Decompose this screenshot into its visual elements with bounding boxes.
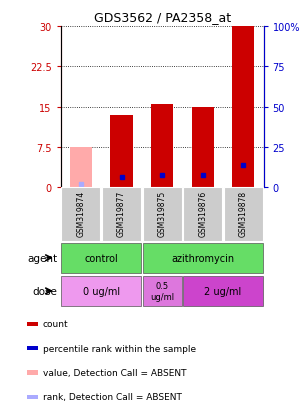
Bar	[183, 188, 222, 242]
Bar	[183, 276, 263, 306]
Bar	[224, 188, 263, 242]
Title: GDS3562 / PA2358_at: GDS3562 / PA2358_at	[94, 11, 231, 24]
Text: GSM319874: GSM319874	[76, 190, 85, 237]
Text: dose: dose	[33, 286, 58, 296]
Bar	[27, 370, 38, 375]
Text: control: control	[84, 253, 118, 263]
Bar	[143, 243, 263, 273]
Bar	[62, 276, 141, 306]
Text: GSM319878: GSM319878	[239, 190, 248, 237]
Bar	[102, 188, 141, 242]
Text: GSM319875: GSM319875	[158, 190, 167, 237]
Bar	[151, 104, 173, 188]
Bar	[62, 188, 100, 242]
Bar	[232, 27, 255, 188]
Bar	[27, 346, 38, 350]
Text: count: count	[43, 320, 68, 328]
Bar	[70, 147, 92, 188]
Bar	[143, 276, 181, 306]
Bar	[143, 188, 181, 242]
Text: 0 ug/ml: 0 ug/ml	[83, 286, 120, 296]
Bar	[110, 115, 133, 188]
Bar	[62, 243, 141, 273]
Text: azithromycin: azithromycin	[171, 253, 234, 263]
Text: 2 ug/ml: 2 ug/ml	[205, 286, 241, 296]
Text: GSM319877: GSM319877	[117, 190, 126, 237]
Text: percentile rank within the sample: percentile rank within the sample	[43, 344, 196, 353]
Text: 0.5
ug/ml: 0.5 ug/ml	[150, 282, 174, 301]
Text: GSM319876: GSM319876	[198, 190, 207, 237]
Text: agent: agent	[28, 253, 58, 263]
Bar	[27, 322, 38, 326]
Bar	[27, 394, 38, 399]
Text: rank, Detection Call = ABSENT: rank, Detection Call = ABSENT	[43, 392, 181, 401]
Bar	[191, 107, 214, 188]
Text: value, Detection Call = ABSENT: value, Detection Call = ABSENT	[43, 368, 186, 377]
